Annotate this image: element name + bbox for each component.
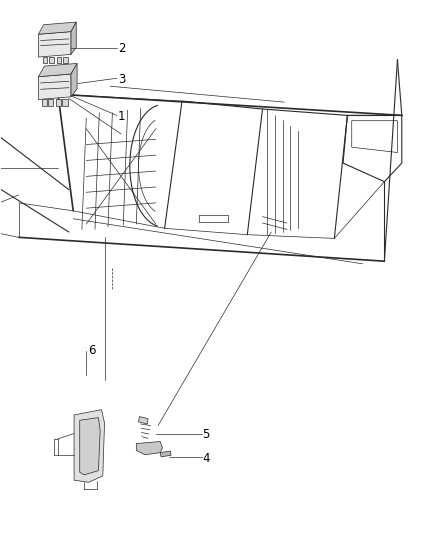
Text: 6: 6: [88, 344, 96, 357]
Polygon shape: [63, 57, 67, 63]
Polygon shape: [39, 63, 77, 77]
Polygon shape: [49, 57, 53, 63]
Circle shape: [138, 445, 143, 450]
Polygon shape: [48, 100, 53, 107]
Text: 2: 2: [118, 42, 126, 55]
Polygon shape: [160, 451, 171, 457]
Polygon shape: [136, 441, 162, 455]
Circle shape: [85, 440, 96, 453]
Polygon shape: [39, 74, 71, 100]
Text: 5: 5: [202, 428, 210, 441]
Text: 3: 3: [118, 73, 125, 86]
Circle shape: [80, 433, 102, 460]
Polygon shape: [42, 100, 47, 107]
Polygon shape: [43, 57, 47, 63]
Polygon shape: [56, 100, 61, 107]
Polygon shape: [62, 100, 67, 107]
Polygon shape: [74, 410, 105, 482]
Polygon shape: [39, 22, 76, 34]
Polygon shape: [138, 417, 148, 424]
Polygon shape: [71, 22, 76, 54]
Text: 1: 1: [118, 110, 126, 123]
Polygon shape: [57, 57, 61, 63]
Circle shape: [66, 80, 71, 87]
Polygon shape: [39, 31, 71, 57]
Text: 4: 4: [202, 452, 210, 465]
Polygon shape: [71, 63, 77, 97]
Circle shape: [62, 75, 76, 92]
Polygon shape: [80, 418, 100, 475]
